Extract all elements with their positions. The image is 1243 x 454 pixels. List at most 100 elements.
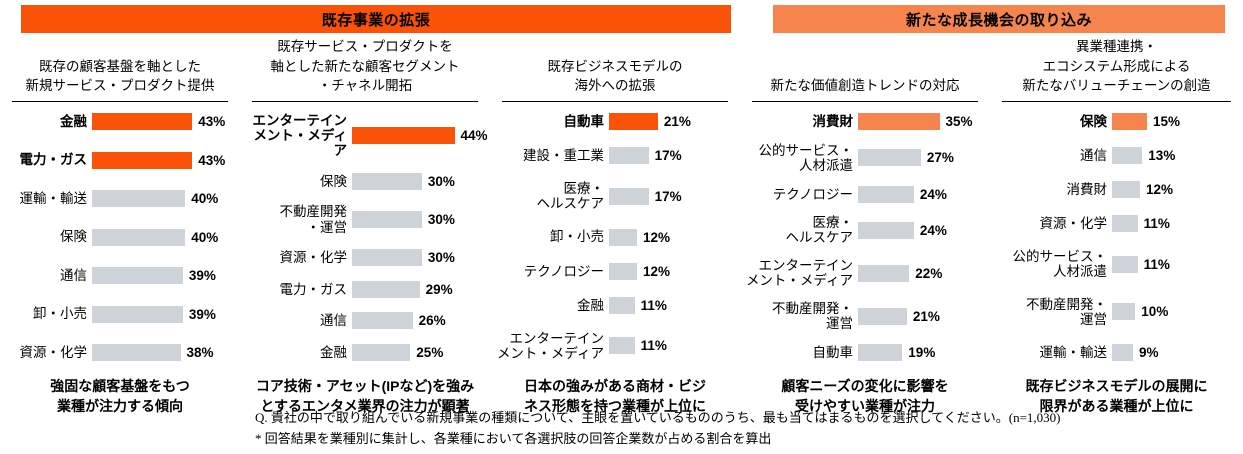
bar: [1112, 255, 1138, 273]
bar-value: 11%: [640, 297, 667, 313]
bar-value: 17%: [654, 188, 682, 204]
bar-row: 不動産開発・ 運営 21%: [740, 301, 990, 331]
bar: [609, 337, 635, 355]
bar-value: 39%: [188, 306, 216, 322]
chart-title: 新たな価値創造トレンドの対応: [752, 36, 978, 102]
bar-value: 30%: [427, 173, 455, 189]
bar-label: 電力・ガス: [279, 281, 348, 297]
bar-value: 40%: [191, 191, 219, 206]
bar-value: 40%: [191, 229, 219, 245]
bar: [352, 127, 455, 145]
bar-value: 35%: [945, 114, 973, 129]
bar-row: エンターテイン メント・メディア 22%: [740, 258, 990, 288]
chart-column-5: 異業種連携・ エコシステム形成による 新たなバリューチェーンの創造 保険 15% 通…: [990, 36, 1243, 416]
chart-summary: 強固な顧客基盤をもつ 業種が注力する傾向: [50, 378, 190, 414]
bar-value: 24%: [919, 222, 947, 238]
bar: [858, 344, 903, 361]
bar-label: 通信: [60, 267, 87, 283]
bar: [352, 249, 422, 267]
bar-row: 不動産開発・ 運営 10%: [990, 297, 1243, 327]
bar-row: 医療・ ヘルスケア 17%: [490, 181, 740, 211]
bar-label: 不動産開発・ 運営: [1026, 296, 1107, 327]
bar-label: 自動車: [812, 344, 854, 360]
bar-label: 消費財: [812, 113, 854, 129]
bar-value: 30%: [427, 250, 455, 266]
bar-label: 建設・重工業: [523, 148, 604, 164]
bar: [858, 307, 907, 325]
bar-label: 資源・化学: [1039, 216, 1108, 232]
bar-row: 消費財 12%: [990, 181, 1243, 199]
bar-row: 卸・小売 39%: [0, 305, 240, 323]
bar-label: 卸・小売: [33, 306, 87, 322]
bar-label: 資源・化学: [279, 250, 348, 266]
bar-value: 17%: [654, 148, 682, 164]
bar-label: エンターテイン メント・メディア: [496, 330, 604, 361]
bar: [352, 211, 422, 229]
chart-column-2: 既存サービス・プロダクトを 軸とした新たな顧客セグメント ・チャネル開拓 エンタ…: [240, 36, 490, 416]
bar: [858, 149, 921, 167]
bar-label: エンターテイン メント・メディア: [252, 113, 348, 159]
bar: [609, 296, 635, 314]
chart-column-4: 新たな価値創造トレンドの対応 消費財 35% 公的サービス・ 人材派遣 27% テクノロ…: [740, 36, 990, 416]
bar-label: 自動車: [563, 113, 605, 129]
bar-row: 建設・重工業 17%: [490, 147, 740, 165]
chart-title: 異業種連携・ エコシステム形成による 新たなバリューチェーンの創造: [1002, 36, 1231, 102]
bar: [352, 280, 420, 298]
bar-label: 消費財: [1066, 182, 1108, 198]
bar-label: 不動産開発 ・運営: [279, 204, 348, 235]
chart-rows: 金融 43% 電力・ガス 43% 運輸・輸送 40% 保険 40% 通信 39% 卸・小売 39% 資源…: [0, 102, 240, 369]
bar-row: 自動車 19%: [740, 344, 990, 361]
bar-value: 12%: [1146, 182, 1174, 198]
bar: [352, 172, 422, 190]
banner-existing-business-label: 既存事業の拡張: [321, 11, 431, 29]
banner-new-growth-label: 新たな成長機会の取り込み: [905, 11, 1092, 29]
bar-value: 43%: [198, 114, 226, 129]
bar-value: 11%: [1143, 216, 1170, 232]
bar-row: 運輸・輸送 40%: [0, 190, 240, 207]
bar-value: 10%: [1141, 304, 1169, 320]
bar-label: 保険: [60, 229, 87, 245]
bar-row: 公的サービス・ 人材派遣 27%: [740, 143, 990, 173]
bar-row: 資源・化学 11%: [990, 215, 1243, 233]
bar-value: 38%: [186, 345, 214, 360]
bar-label: テクノロジー: [772, 186, 853, 202]
bar-row: 通信 26%: [240, 312, 490, 330]
bar-label: 医療・ ヘルスケア: [785, 215, 854, 246]
bar-label: テクノロジー: [523, 263, 604, 279]
bar-label: 保険: [1080, 113, 1107, 129]
bar-row: 自動車 21%: [490, 113, 740, 130]
bar-value: 12%: [643, 229, 671, 245]
bar: [352, 343, 411, 361]
bar: [1112, 181, 1140, 199]
bar-row: 通信 13%: [990, 147, 1243, 165]
bar-row: テクノロジー 12%: [490, 262, 740, 280]
bar-value: 44%: [460, 128, 488, 144]
chart-title: 既存ビジネスモデルの 海外への拡張: [502, 36, 728, 102]
chart-summary: 日本の強みがある商材・ビジ ネス形態を持つ業種が上位に: [524, 378, 706, 414]
bar: [609, 228, 637, 246]
chart-summary: コア技術・アセット(IPなど)を強み とするエンタメ業界の注力が顕著: [255, 378, 475, 414]
bar-value: 9%: [1139, 345, 1159, 360]
chart-summary: 顧客ニーズの変化に影響を 受けやすい業種が注力: [781, 378, 949, 414]
bar-value: 13%: [1148, 148, 1176, 164]
chart-rows: エンターテイン メント・メディア 44% 保険 30% 不動産開発 ・運営 30% 資源・化…: [240, 102, 490, 369]
bar-value: 12%: [643, 263, 671, 279]
chart-rows: 消費財 35% 公的サービス・ 人材派遣 27% テクノロジー 24% 医療・ ヘルスケア 2…: [740, 102, 990, 369]
bar: [858, 113, 940, 130]
footnote-question: Q. 貴社の中で取り組んでいる新規事業の種類について、主眼を置いているもののうち…: [255, 410, 1061, 425]
bar-row: 運輸・輸送 9%: [990, 344, 1243, 361]
bar-value: 43%: [198, 152, 226, 168]
bar: [858, 264, 910, 282]
bar-value: 21%: [663, 114, 691, 129]
bar-value: 21%: [912, 308, 940, 324]
bar: [609, 113, 658, 130]
bar-label: 医療・ ヘルスケア: [536, 181, 605, 212]
bar-value: 26%: [418, 313, 446, 329]
bar-value: 25%: [416, 344, 444, 360]
bar-label: 通信: [320, 313, 347, 329]
bar-row: 消費財 35%: [740, 113, 990, 130]
bar: [609, 147, 649, 165]
bar: [858, 185, 914, 203]
chart-column-1: 既存の顧客基盤を軸とした 新規サービス・プロダクト提供 金融 43% 電力・ガス 43…: [0, 36, 240, 416]
